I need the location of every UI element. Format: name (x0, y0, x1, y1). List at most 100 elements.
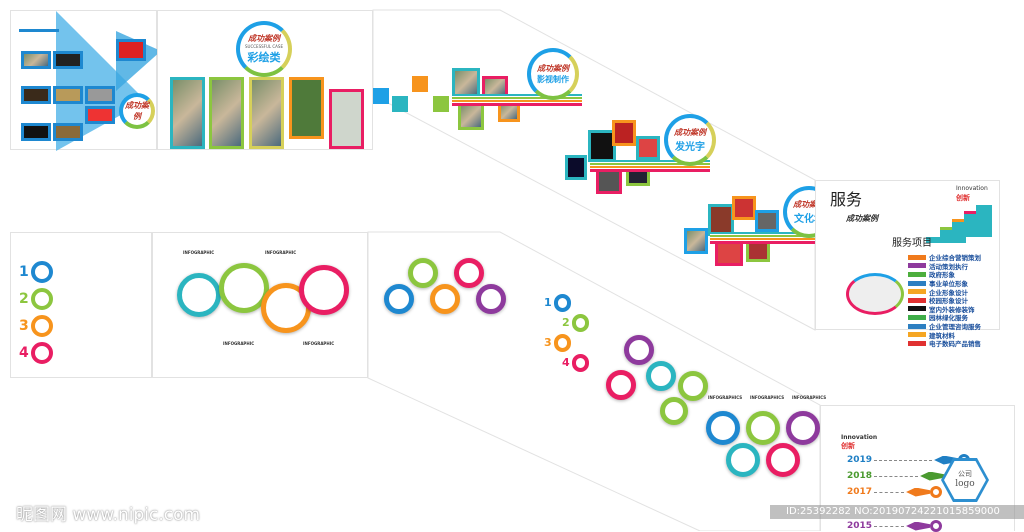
dotted-connector (874, 459, 933, 461)
pencil-icon (908, 271, 926, 277)
service-list: 企业综合营销策划 活动策划执行 政府形象 事业单位形象 企业形象设计 校园形象设计 室内外装… (908, 253, 981, 348)
infographic-label: INFOGRAPHICS (750, 395, 785, 400)
infographic-label: INFOGRAPHICS (792, 395, 827, 400)
service-item: 企业综合营销策划 (908, 253, 981, 262)
service-item: 活动策划执行 (908, 262, 981, 271)
number-infographic-panel: 1 2 3 4 (10, 232, 152, 378)
service-item: 企业管理咨询服务 (908, 322, 981, 331)
step-number: 4 (562, 356, 570, 370)
photo-column (170, 77, 205, 149)
innovation-en: Innovation (956, 185, 988, 192)
infographic-label: INFOGRAPHIC (183, 250, 215, 255)
timeline-entry: 2018 (847, 470, 957, 482)
numbered-step: 3 (544, 334, 572, 352)
badge-brand: 成功案例 (793, 200, 825, 209)
company-logo-hexagon: 公司 logo (941, 458, 989, 502)
numbered-step: 1 (19, 261, 54, 284)
timeline-year: 2017 (847, 486, 873, 497)
photo (452, 68, 480, 98)
timeline-entry: 2015 (847, 520, 943, 532)
innovation-cn: 创新 (841, 442, 855, 450)
step-number: 3 (19, 318, 29, 335)
service-item-label: 事业单位形象 (929, 280, 968, 289)
pencil-icon (908, 340, 926, 346)
arrow-shape (920, 471, 945, 481)
info-circle (930, 520, 943, 532)
service-item-label: 室内外装修装饰 (929, 305, 975, 314)
infographic-label: INFOGRAPHIC (223, 341, 255, 346)
arrow-shape (934, 455, 959, 465)
chain-infographic (600, 335, 710, 425)
pencil-icon (908, 323, 926, 329)
info-circle (30, 261, 54, 284)
info-circle (553, 334, 572, 352)
numbered-step: 4 (562, 354, 590, 372)
photo (708, 204, 734, 236)
numbered-step: 3 (19, 315, 54, 338)
badge-brand-en: SUCCESSFUL CASE (245, 44, 283, 49)
step-number: 1 (19, 264, 29, 281)
dotted-connector (874, 491, 905, 493)
info-circle (30, 342, 54, 365)
step-number: 3 (544, 336, 552, 350)
info-circle (646, 361, 676, 391)
service-item: 建筑材料 (908, 330, 981, 340)
service-item: 室内外装修装饰 (908, 305, 981, 314)
service-item-label: 企业综合营销策划 (929, 254, 981, 263)
service-item-label: 企业形象设计 (929, 288, 968, 297)
service-item-label: 企业管理咨询服务 (929, 323, 981, 332)
pencil-icon (908, 297, 926, 303)
info-circle (476, 284, 506, 314)
photo (684, 228, 708, 254)
photo (755, 210, 779, 232)
photo (289, 77, 324, 139)
photo (458, 102, 484, 130)
pencil-icon (908, 263, 926, 269)
infographic-label: INFOGRAPHIC (303, 341, 335, 346)
info-circle (660, 397, 688, 425)
badge-category: 文化墙 (794, 214, 824, 225)
signage-panel: 成功案例 (10, 10, 158, 151)
numbered-step: 2 (562, 314, 590, 332)
step-number: 1 (544, 296, 552, 310)
brand-badge: 成功案例 (119, 93, 155, 129)
photo (329, 89, 364, 149)
infographic-label: INFOGRAPHICS (708, 395, 743, 400)
pencil-icon (908, 289, 926, 295)
step-number: 2 (19, 291, 29, 308)
info-circle (624, 335, 654, 365)
service-title: 服务 (830, 190, 863, 209)
pencil-icon (908, 254, 926, 260)
badge-category: 发光字 (675, 142, 705, 153)
info-circle (678, 371, 708, 401)
service-item-label: 园林绿化服务 (929, 314, 968, 323)
photo (85, 86, 115, 104)
color-square (433, 96, 449, 112)
arrow-shape (906, 521, 931, 531)
numbered-step: 2 (19, 288, 54, 311)
photo (21, 51, 51, 69)
info-circle (553, 294, 572, 312)
service-item: 事业单位形象 (908, 279, 981, 288)
luminous-badge: 成功案例 发光字 (664, 114, 716, 166)
photo (85, 106, 115, 124)
info-circle (571, 314, 590, 332)
photo (116, 39, 146, 61)
painting-panel: 成功案例 SUCCESSFUL CASE 彩绘类 (157, 10, 373, 150)
photo (53, 123, 83, 141)
info-circle (606, 370, 636, 400)
timeline-year: 2015 (847, 520, 873, 531)
info-circle (726, 443, 760, 477)
badge-brand: 成功案例 (537, 64, 569, 73)
pencil-icon (908, 306, 926, 312)
color-square (392, 96, 408, 112)
pencil-icon (908, 314, 926, 320)
info-circle (299, 265, 349, 315)
photo (21, 123, 51, 141)
infographic-label: INFOGRAPHIC (265, 250, 297, 255)
info-circle (930, 486, 943, 498)
staircase-3d-graphic (926, 205, 992, 243)
info-circle (219, 263, 269, 313)
pencil-icon (908, 332, 926, 338)
info-circle (571, 354, 590, 372)
